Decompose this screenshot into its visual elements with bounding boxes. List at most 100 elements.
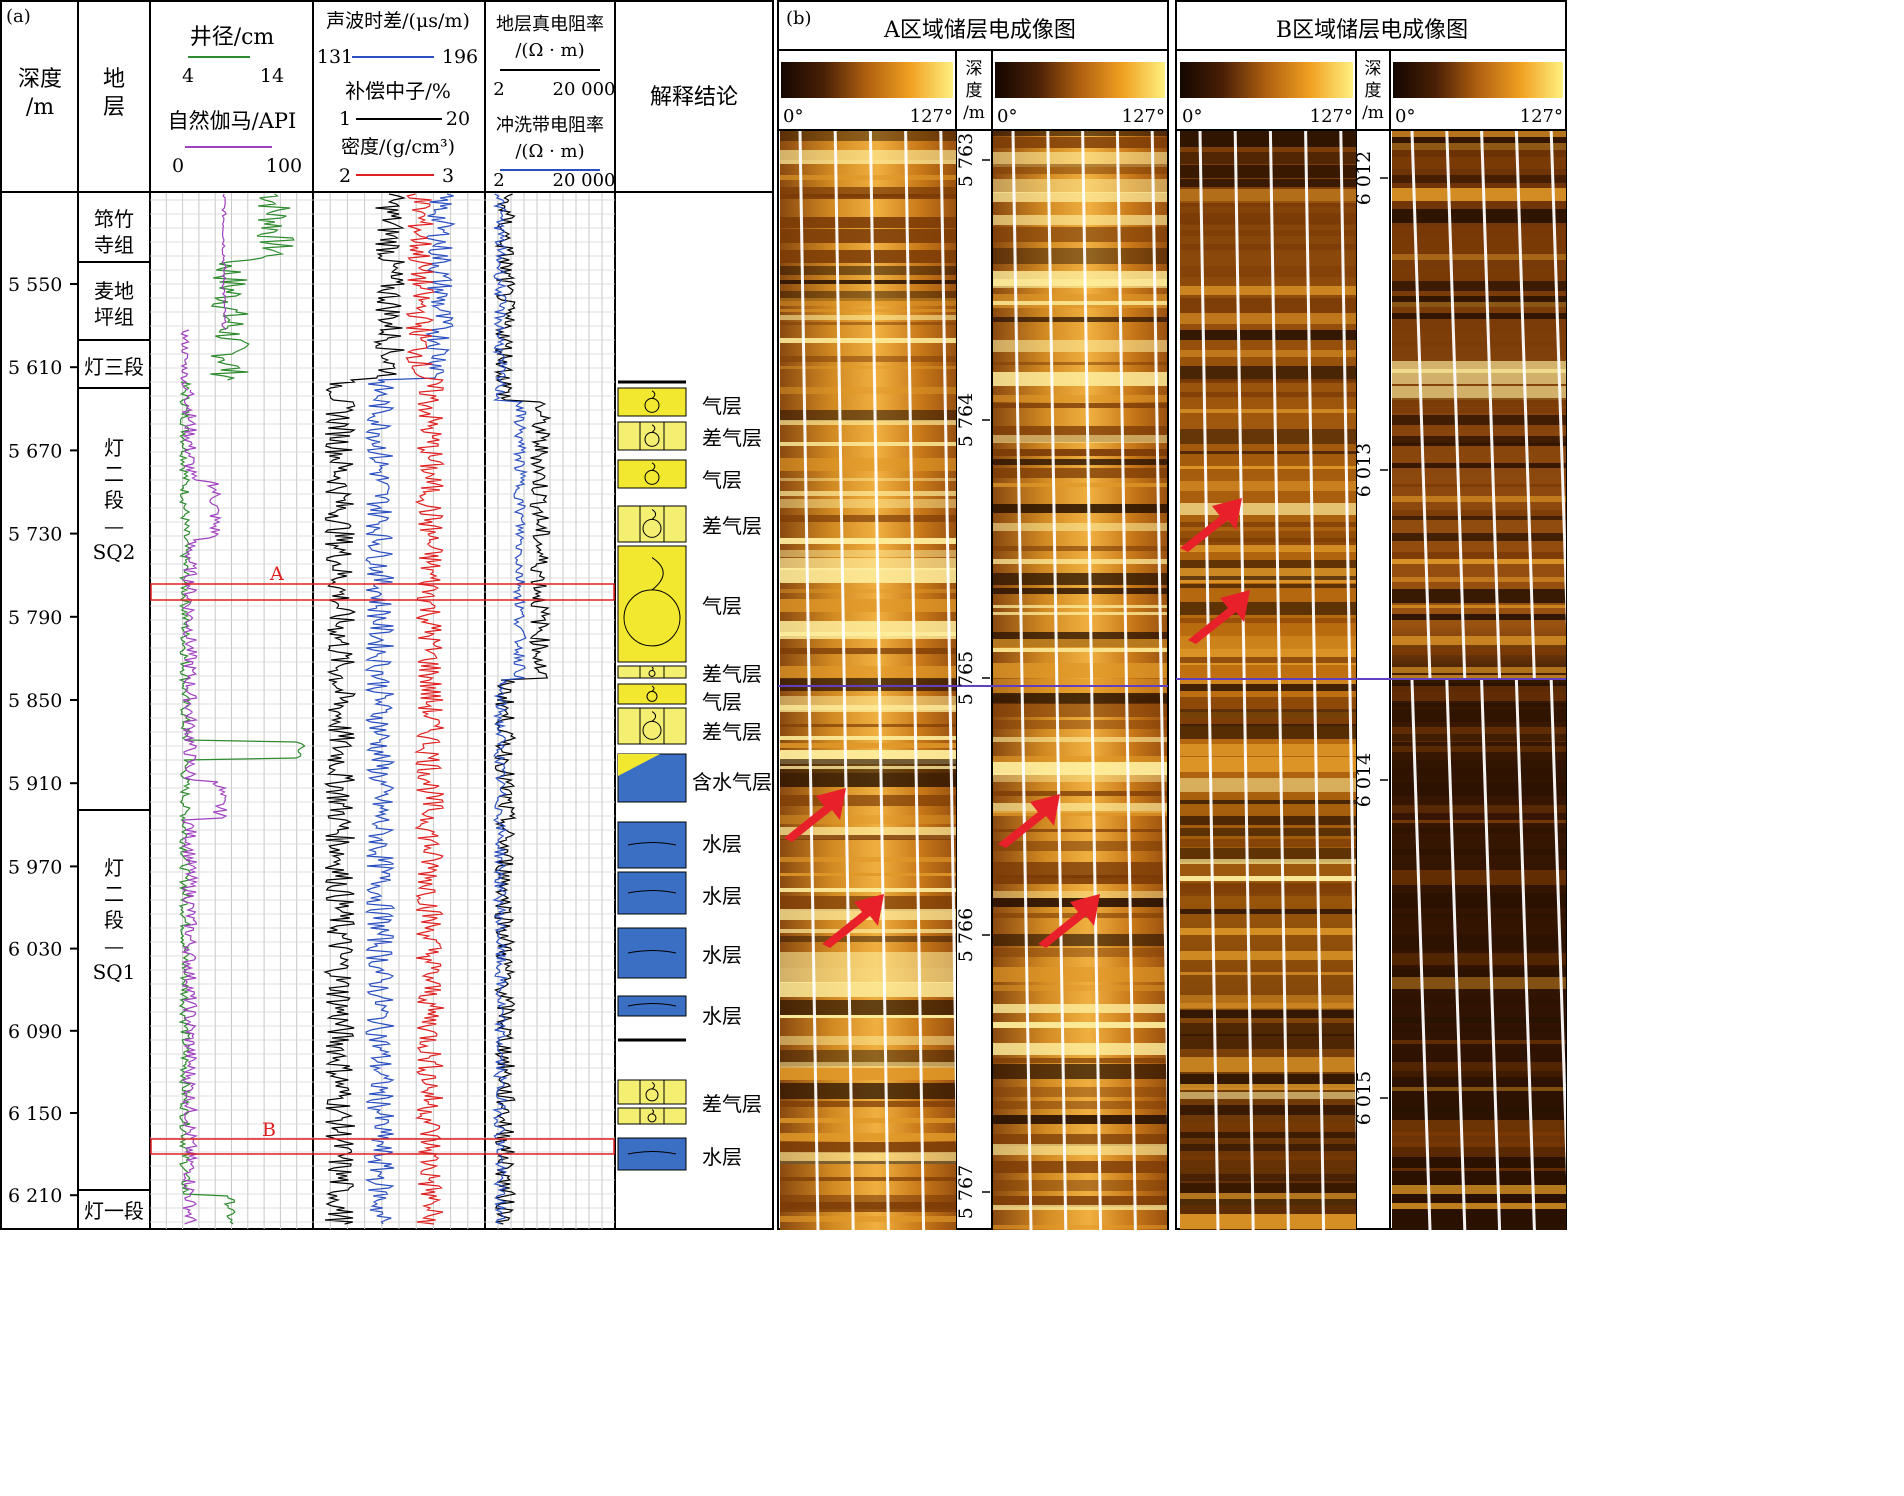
depth-tick-label: 5 610 xyxy=(8,357,62,379)
image-depth-label: 5 766 xyxy=(955,908,977,962)
pad-gap xyxy=(1445,131,1467,681)
pad-gap xyxy=(939,131,956,1151)
density-title: 密度/(g/cm³) xyxy=(341,136,455,158)
rxo-title: 冲洗带电阻率 xyxy=(496,115,604,136)
interp-header: 解释结论 xyxy=(650,85,738,110)
pad-gap xyxy=(1410,131,1432,681)
pad-gap xyxy=(1011,131,1033,1230)
pad-gap xyxy=(1081,131,1103,1230)
depth-tick-label: 5 550 xyxy=(8,274,62,296)
stratum-label: 筇竹 xyxy=(94,207,134,231)
sonic-title: 声波时差/(μs/m) xyxy=(326,10,470,32)
pad-gap xyxy=(1549,679,1566,1179)
interp-label: 差气层 xyxy=(702,514,762,538)
stratum-label: 灯 xyxy=(104,436,124,460)
depth-tick-label: 5 910 xyxy=(8,773,62,795)
region-b-title: B区域储层电成像图 xyxy=(1276,18,1468,43)
image-depth-label: 6 014 xyxy=(1353,753,1375,807)
marker-box-b xyxy=(150,1138,615,1155)
color-scale-b2 xyxy=(1393,62,1563,98)
color-scale-a1 xyxy=(781,62,953,98)
depth-hdr-b-3: /m xyxy=(1362,103,1384,123)
color-scale-a2 xyxy=(995,62,1165,98)
stratum-label: SQ1 xyxy=(93,960,136,984)
depth-axis: 5 550 5 610 5 670 5 730 5 790 5 850 5 910 5 970… xyxy=(8,274,78,1207)
scale-max-b2: 127° xyxy=(1520,106,1563,127)
density-max: 3 xyxy=(442,165,454,187)
stratum-label: — xyxy=(104,934,124,958)
marker-box-a xyxy=(150,583,615,601)
interp-label: 气层 xyxy=(702,468,742,492)
scale-min-a2: 0° xyxy=(997,106,1017,127)
log-curve xyxy=(491,193,529,1225)
interp-label: 差气层 xyxy=(702,662,762,686)
stratum-label: 段 xyxy=(104,908,124,932)
image-depth-label: 6 015 xyxy=(1353,1071,1375,1125)
water-symbol xyxy=(627,890,677,894)
depth-axis-b: 6 012 6 013 6 014 6 015 xyxy=(1353,151,1388,1125)
interp-label: 水层 xyxy=(702,943,742,967)
rt-max: 20 000 xyxy=(553,79,616,100)
water-symbol xyxy=(627,1151,677,1155)
image-depth-label: 6 013 xyxy=(1353,443,1375,497)
density-min: 2 xyxy=(339,165,351,187)
rt-unit: /(Ω · m) xyxy=(515,40,584,61)
stratum-label: 二 xyxy=(104,882,124,906)
arrow-icon xyxy=(784,788,846,842)
stratum-header-1: 地 xyxy=(103,67,125,92)
stratum-label: 寺组 xyxy=(94,233,134,257)
depth-hdr-a-3: /m xyxy=(963,103,985,123)
water-symbol xyxy=(627,1003,677,1007)
interp-label: 水层 xyxy=(702,1004,742,1028)
log-curves xyxy=(178,193,552,1225)
image-depth-label: 5 764 xyxy=(955,393,977,447)
marker-label-b: B xyxy=(262,1119,276,1141)
depth-tick-label: 5 850 xyxy=(8,690,62,712)
interp-label: 气层 xyxy=(702,594,742,618)
panel-a-log: (a) 深度 /m 地 层 井径/cm 4 14 自然伽马/API 0 100 … xyxy=(0,0,774,1230)
image-depth-label: 6 012 xyxy=(1353,151,1375,205)
rxo-max: 20 000 xyxy=(553,170,616,191)
caliper-min: 4 xyxy=(182,65,194,87)
pad-gap xyxy=(1150,131,1167,1127)
depth-hdr-a-1: 深 xyxy=(966,59,983,79)
arrow-icon xyxy=(998,794,1060,848)
gamma-max: 100 xyxy=(266,155,302,177)
depth-tick-label: 5 970 xyxy=(8,856,62,878)
arrows xyxy=(784,498,1250,948)
color-scale-b1 xyxy=(1180,62,1353,98)
pad-gap xyxy=(868,131,890,1230)
image-log-b-dynamic xyxy=(1392,131,1566,1230)
sonic-max: 196 xyxy=(442,46,478,68)
caliper-max: 14 xyxy=(260,65,284,87)
pad-gap xyxy=(1233,131,1255,1230)
panel-b-label: (b) xyxy=(786,8,812,29)
stratum-header-2: 层 xyxy=(103,95,125,120)
depth-tick-label: 5 670 xyxy=(8,440,62,462)
gamma-title: 自然伽马/API xyxy=(168,109,297,133)
scale-max-a2: 127° xyxy=(1122,106,1165,127)
water-symbol xyxy=(627,950,677,954)
panel-b-region-b: B区域储层电成像图 0° 127° 0° 127° 深 度 /m 6 0126 … xyxy=(1175,0,1567,1230)
water-symbol xyxy=(627,842,677,846)
interp-label: 水层 xyxy=(702,884,742,908)
interp-label: 差气层 xyxy=(702,720,762,744)
interp-interval-poor xyxy=(617,505,687,543)
neutron-title: 补偿中子/% xyxy=(345,79,451,103)
pad-gap xyxy=(904,131,926,1230)
pad-gap xyxy=(1514,131,1536,681)
pad-gap xyxy=(1339,131,1356,1151)
stratum-label: SQ2 xyxy=(93,540,136,564)
depth-tick-label: 5 730 xyxy=(8,524,62,546)
scale-min-b2: 0° xyxy=(1395,106,1415,127)
interp-interval-poor xyxy=(617,707,687,745)
log-curve xyxy=(181,389,228,1225)
arrow-icon xyxy=(1038,894,1100,948)
log-curve xyxy=(405,193,445,1225)
gas-water-wedge xyxy=(618,754,660,776)
image-depth-label: 5 763 xyxy=(955,133,977,187)
figure: (a) 深度 /m 地 层 井径/cm 4 14 自然伽马/API 0 100 … xyxy=(0,0,1567,1230)
interp-interval-gas xyxy=(617,459,687,489)
stratum-label: 灯三段 xyxy=(84,355,144,379)
